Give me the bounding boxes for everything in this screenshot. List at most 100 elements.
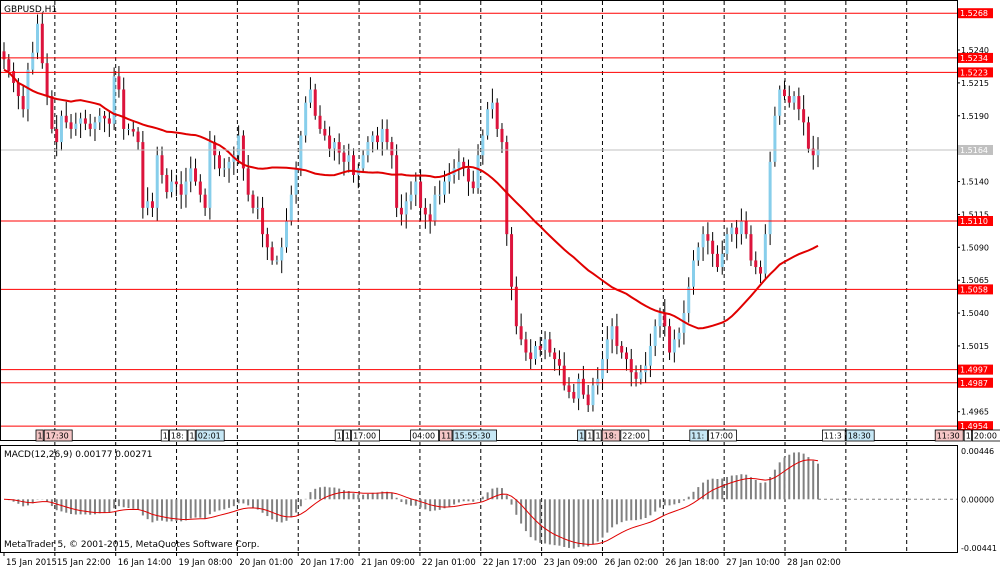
- candle: [677, 327, 681, 348]
- candle: [270, 241, 274, 265]
- candle: [59, 110, 63, 151]
- event-marker-label: 11: [441, 432, 451, 441]
- time-tick-label: 19 Jan 08:00: [179, 558, 233, 568]
- candle-body: [170, 181, 174, 193]
- candle: [672, 329, 676, 363]
- event-marker-label: 1: [163, 432, 168, 441]
- candle-body: [706, 234, 710, 241]
- time-tick-label: 16 Jan 14:00: [118, 558, 172, 568]
- event-marker: 1: [577, 429, 586, 442]
- candle-body: [189, 168, 193, 182]
- candle-body: [816, 149, 820, 156]
- candle-body: [198, 181, 202, 195]
- candle-body: [112, 76, 116, 124]
- level-tag-label: 1.5223: [960, 68, 988, 77]
- candle: [811, 135, 815, 170]
- event-marker: 1: [963, 429, 972, 442]
- candle: [524, 331, 528, 361]
- candle: [490, 88, 494, 119]
- candle-body: [328, 135, 332, 149]
- candle: [687, 277, 691, 323]
- event-marker-label: 1: [596, 432, 601, 441]
- candle: [471, 170, 475, 194]
- candle-body: [787, 96, 791, 103]
- event-marker-box: [620, 429, 650, 442]
- event-marker-label: 1: [38, 432, 43, 441]
- candle: [375, 126, 379, 151]
- candle: [69, 114, 73, 139]
- candle: [620, 341, 624, 359]
- candle: [318, 105, 322, 134]
- macd-histogram: [7, 452, 819, 549]
- current-price-tag-bg: [958, 144, 993, 155]
- candle-body: [754, 260, 758, 268]
- candle: [428, 203, 432, 234]
- event-marker-label: 18:30: [848, 432, 871, 441]
- candle: [548, 331, 552, 357]
- candle-body: [586, 394, 590, 406]
- candle-body: [174, 181, 178, 185]
- level-price-tags: 1.5268 1.5234 1.5223 1.5110 1.5058 1.4997 1.49…: [958, 8, 993, 432]
- candle: [754, 251, 758, 275]
- event-marker-box: [972, 429, 1000, 442]
- candle: [55, 115, 59, 157]
- candle-body: [241, 135, 245, 169]
- candle: [36, 14, 40, 60]
- candle-body: [744, 221, 748, 235]
- event-marker-box: [822, 429, 846, 442]
- event-marker-box: [160, 429, 169, 442]
- candle-body: [778, 89, 782, 116]
- candle-body: [696, 247, 700, 261]
- candle: [361, 150, 365, 174]
- time-tick-label: 27 Jan 10:00: [726, 558, 780, 568]
- candle: [103, 111, 107, 133]
- candle-body: [792, 96, 796, 103]
- candle-body: [50, 96, 54, 129]
- candle-body: [557, 359, 561, 366]
- event-marker: 02:01: [195, 429, 225, 442]
- candle-body: [543, 339, 547, 350]
- candle-body: [749, 234, 753, 261]
- candle-body: [227, 161, 231, 169]
- candle: [577, 373, 581, 411]
- candle: [79, 112, 83, 138]
- candle: [495, 98, 499, 137]
- candle: [644, 352, 648, 383]
- candle-body: [313, 89, 317, 116]
- candle: [136, 127, 140, 151]
- candle-body: [677, 332, 681, 340]
- candle-body: [505, 142, 509, 235]
- candle-body: [179, 184, 183, 195]
- event-marker: 1: [160, 429, 169, 442]
- candle: [170, 169, 174, 198]
- event-markers-strip: 1 17:30 1 18: 1 02:01 1 1 17:00 04:00 11 15:55:30 1 1…: [35, 429, 1000, 442]
- candle: [194, 158, 198, 186]
- candle: [701, 226, 705, 261]
- candle-body: [222, 168, 226, 170]
- candle-body: [462, 161, 466, 169]
- candle: [668, 318, 672, 360]
- ma-line: [3, 68, 819, 330]
- event-marker-box: [689, 429, 708, 442]
- price-tick-label: 1.5140: [961, 178, 989, 187]
- price-tick-label: 1.5090: [961, 243, 989, 252]
- price-tick-label: 1.5065: [961, 276, 989, 285]
- candle: [562, 352, 566, 391]
- macd-indicator-label: MACD(12,26,9) 0.00177 0.00271: [4, 450, 153, 460]
- candle-body: [7, 59, 11, 72]
- macd-tick-label: -0.00441: [961, 544, 997, 553]
- candle: [93, 116, 97, 142]
- candle: [466, 159, 470, 196]
- candle: [438, 180, 442, 205]
- symbol-timeframe-label: GBPUSD,H1: [4, 5, 57, 15]
- horizontal-levels[interactable]: [1, 12, 957, 427]
- candle: [198, 174, 202, 203]
- candle-body: [2, 51, 6, 60]
- event-marker-box: [187, 429, 196, 442]
- time-tick-label: 20 Jan 17:00: [300, 558, 354, 568]
- candle-body: [26, 69, 30, 110]
- candle-body: [601, 359, 605, 379]
- candle: [64, 101, 68, 129]
